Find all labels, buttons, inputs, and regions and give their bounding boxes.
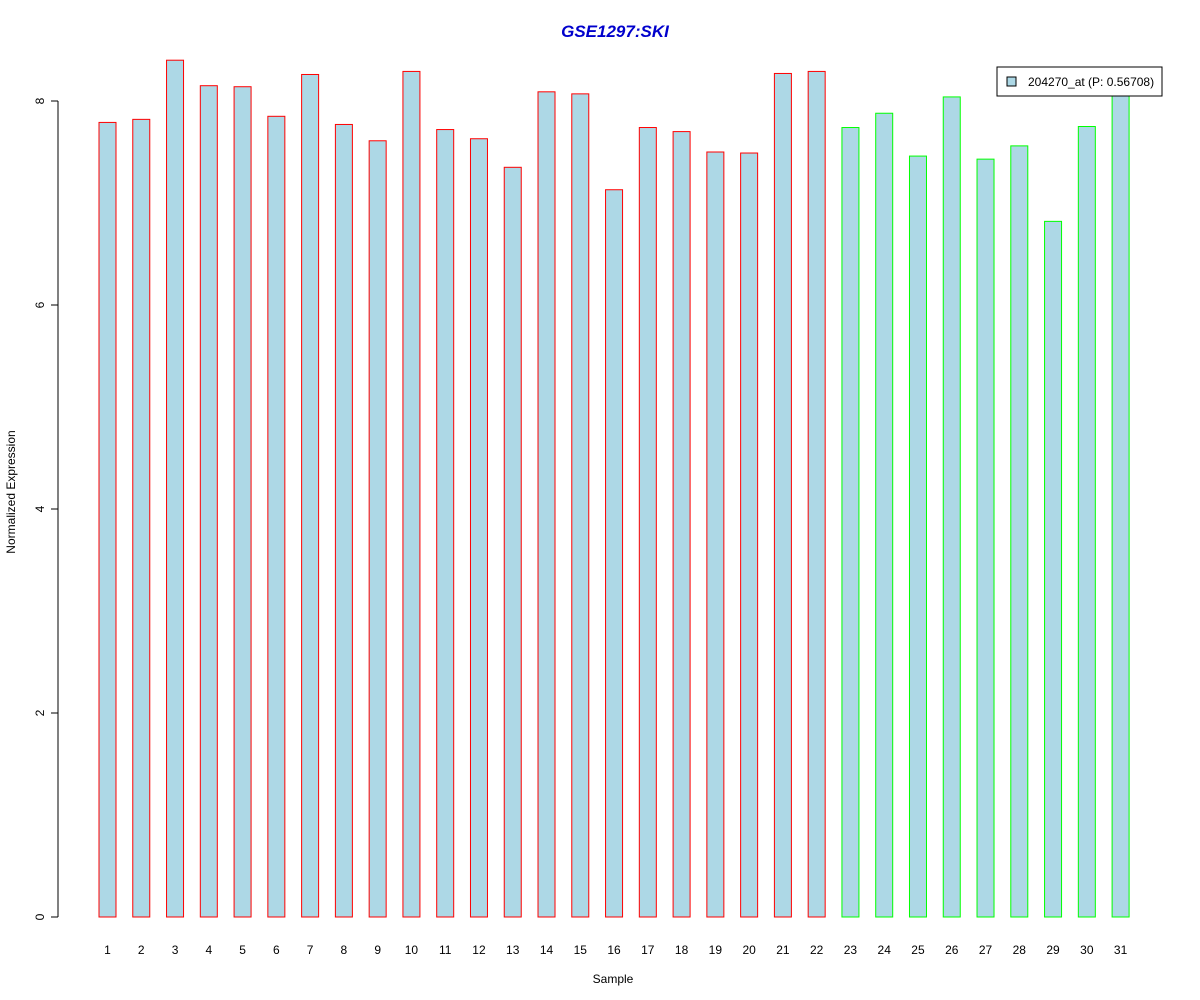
legend-swatch xyxy=(1006,76,1017,87)
x-tick-label: 6 xyxy=(273,943,280,957)
x-tick-label: 2 xyxy=(138,943,145,957)
bar-sample-28 xyxy=(1010,145,1029,918)
bar-sample-9 xyxy=(368,140,387,918)
x-tick-label: 17 xyxy=(641,943,655,957)
x-tick-label: 5 xyxy=(239,943,246,957)
x-tick-label: 23 xyxy=(844,943,858,957)
legend-label: 204270_at (P: 0.56708) xyxy=(1028,75,1154,89)
y-tick-label: 0 xyxy=(33,913,47,920)
x-tick-label: 1 xyxy=(104,943,111,957)
x-tick-label: 9 xyxy=(374,943,381,957)
x-tick-label: 28 xyxy=(1013,943,1027,957)
x-tick-label: 12 xyxy=(472,943,486,957)
y-tick-label: 2 xyxy=(33,709,47,716)
x-tick-label: 26 xyxy=(945,943,959,957)
bar-sample-24 xyxy=(875,112,894,918)
bar-sample-12 xyxy=(469,138,488,918)
x-tick-label: 8 xyxy=(341,943,348,957)
x-tick-label: 22 xyxy=(810,943,824,957)
bar-sample-20 xyxy=(740,152,759,918)
x-tick-label: 14 xyxy=(540,943,554,957)
x-tick-label: 27 xyxy=(979,943,993,957)
bar-sample-5 xyxy=(233,86,252,918)
bar-sample-16 xyxy=(605,189,624,918)
bar-sample-19 xyxy=(706,151,725,918)
x-tick-label: 16 xyxy=(607,943,621,957)
legend: 204270_at (P: 0.56708) xyxy=(996,66,1163,97)
bar-sample-31 xyxy=(1111,90,1130,918)
bar-sample-2 xyxy=(132,118,151,918)
bar-sample-25 xyxy=(908,155,927,918)
x-tick-label: 18 xyxy=(675,943,689,957)
x-tick-label: 24 xyxy=(878,943,892,957)
bar-sample-26 xyxy=(942,96,961,918)
x-tick-label: 21 xyxy=(776,943,790,957)
bar-sample-30 xyxy=(1077,126,1096,918)
y-tick-label: 8 xyxy=(33,97,47,104)
bar-sample-6 xyxy=(267,115,286,918)
x-axis-tick-labels: 1 2 3 4 5 6 7 8 9 10 11 12 13 14 15 16 17 18 19 20 21 22 23 24 2… xyxy=(104,943,1127,957)
bar-sample-11 xyxy=(436,129,455,918)
bar-sample-8 xyxy=(334,123,353,918)
x-tick-label: 30 xyxy=(1080,943,1094,957)
bar-sample-3 xyxy=(166,59,185,918)
bar-sample-14 xyxy=(537,91,556,918)
x-tick-label: 29 xyxy=(1046,943,1060,957)
x-tick-label: 3 xyxy=(172,943,179,957)
legend-box xyxy=(996,66,1163,97)
bar-sample-4 xyxy=(199,85,218,918)
bars xyxy=(98,59,1130,918)
y-axis-title: Normalized Expression xyxy=(4,430,18,553)
bar-sample-7 xyxy=(301,73,320,918)
bar-sample-15 xyxy=(571,93,590,918)
x-tick-label: 20 xyxy=(742,943,756,957)
bar-sample-13 xyxy=(503,166,522,918)
x-axis-title: Sample xyxy=(593,972,634,986)
x-tick-label: 19 xyxy=(709,943,723,957)
bar-sample-23 xyxy=(841,127,860,918)
x-tick-label: 13 xyxy=(506,943,520,957)
x-tick-label: 4 xyxy=(205,943,212,957)
bar-sample-18 xyxy=(672,131,691,918)
x-tick-label: 31 xyxy=(1114,943,1128,957)
bar-sample-17 xyxy=(638,127,657,918)
bar-sample-1 xyxy=(98,121,117,918)
y-tick-label: 6 xyxy=(33,301,47,308)
x-tick-label: 15 xyxy=(574,943,588,957)
y-axis: 0 2 4 6 8 xyxy=(33,97,59,920)
x-tick-label: 25 xyxy=(911,943,925,957)
x-tick-label: 7 xyxy=(307,943,314,957)
y-tick-label: 4 xyxy=(33,505,47,512)
x-tick-label: 10 xyxy=(405,943,419,957)
chart-title: GSE1297:SKI xyxy=(561,22,670,41)
bar-sample-27 xyxy=(976,158,995,918)
bar-sample-29 xyxy=(1044,220,1063,918)
bar-sample-22 xyxy=(807,70,826,918)
bar-sample-10 xyxy=(402,70,421,918)
x-tick-label: 11 xyxy=(439,943,452,957)
bar-sample-21 xyxy=(773,72,792,918)
